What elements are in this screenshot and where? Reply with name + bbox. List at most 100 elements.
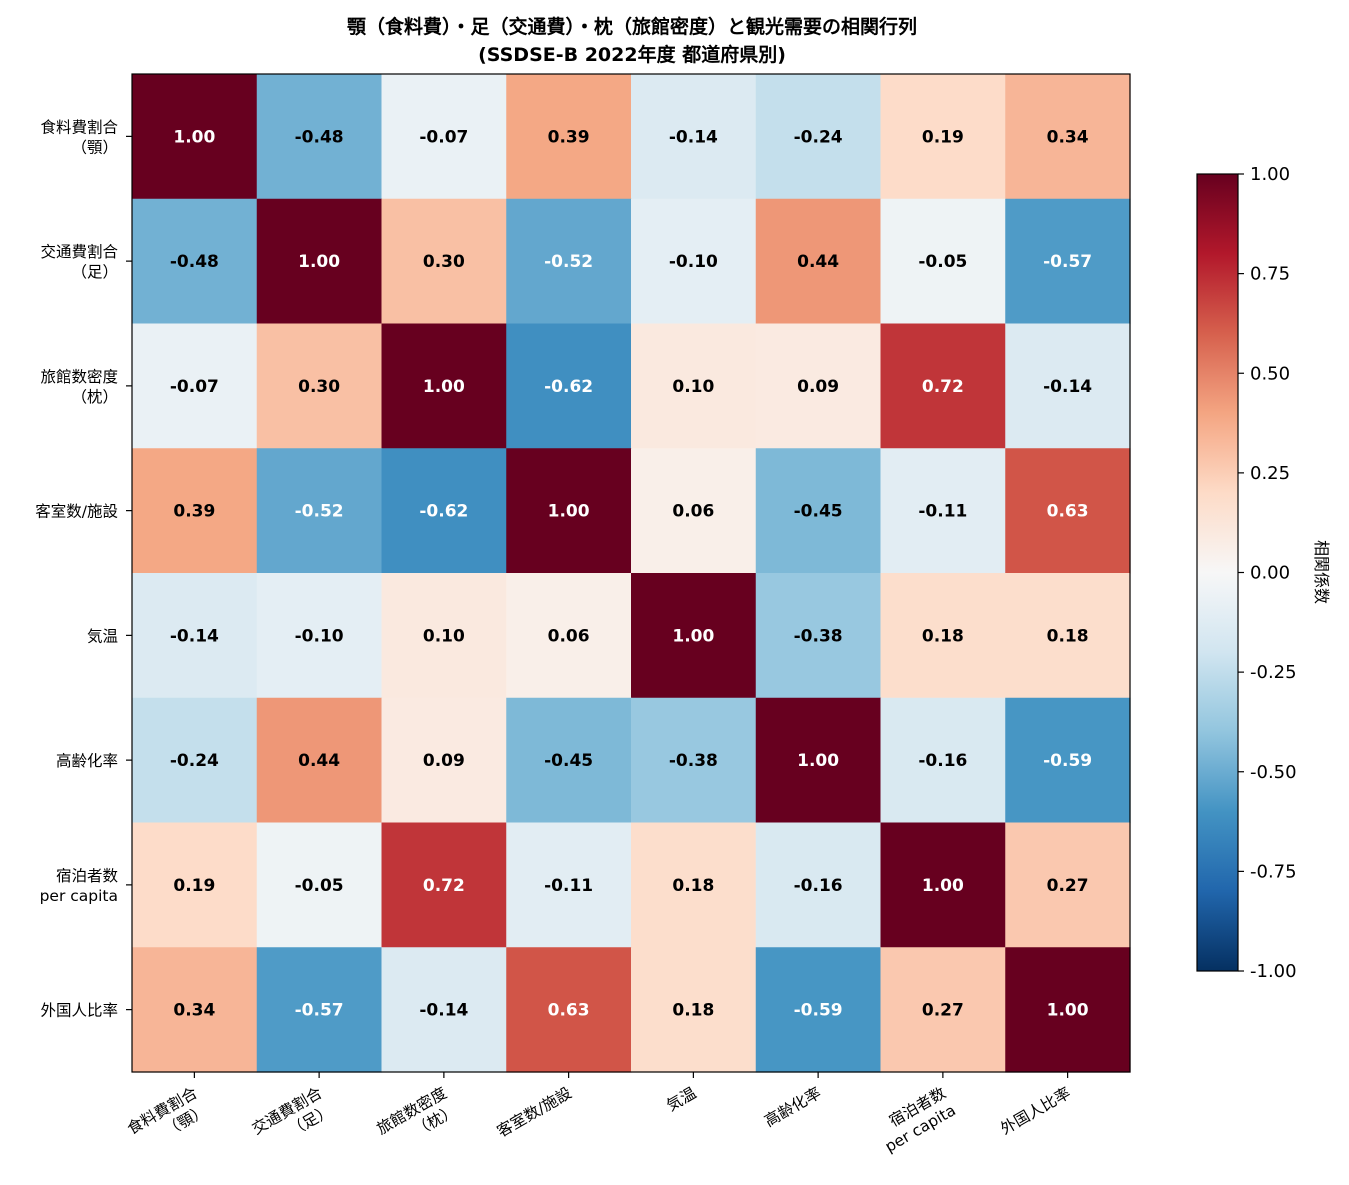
cell-value-label: -0.57 [1043,252,1092,272]
cell-value-label: -0.59 [794,1001,843,1021]
cell-value-label: 1.00 [423,377,465,397]
heatmap-cell [755,947,882,1073]
cell-value-label: -0.07 [170,377,219,397]
colorbar-tick-label: 0.00 [1250,563,1290,584]
heatmap-cell [1005,573,1131,699]
heatmap-cell [256,822,383,948]
heatmap-cell [381,198,507,325]
heatmap-cell [1005,448,1131,574]
heatmap-cell [256,323,383,449]
colorbar-tick-label: -0.25 [1250,662,1297,683]
heatmap-cell [506,74,632,200]
x-tick-label: 高齢化率 [761,1084,824,1131]
colorbar-tick-label: 0.50 [1250,363,1290,384]
cell-value-label: 0.72 [423,876,465,896]
heatmap-cell [880,74,1006,200]
cell-value-label: -0.16 [794,876,843,896]
heatmap-cell [631,198,757,325]
heatmap-cell [880,323,1006,449]
x-tick-label: 食料費割合（顎） [124,1084,211,1156]
cell-value-label: 1.00 [173,127,215,147]
heatmap-cell [755,74,882,200]
cell-value-label: 1.00 [298,252,340,272]
cell-value-label: -0.38 [794,626,843,646]
cell-value-label: -0.24 [170,751,219,771]
cell-value-label: 1.00 [922,876,964,896]
heatmap-cell [880,697,1006,824]
cell-value-label: -0.07 [419,127,468,147]
cell-value-label: -0.10 [295,626,344,646]
cell-value-label: -0.45 [794,502,843,522]
cell-value-label: 1.00 [797,751,839,771]
colorbar-tick-label: -1.00 [1250,961,1297,982]
cell-value-label: 0.18 [922,626,964,646]
y-tick-label: 宿泊者数 per capita [40,867,119,905]
colorbar-gradient [1196,173,1239,972]
heatmap-cell [132,448,258,574]
cell-value-label: -0.14 [170,626,219,646]
heatmap-cell [256,448,383,574]
cell-value-label: 0.10 [423,626,465,646]
colorbar-tick-label: 1.00 [1250,164,1290,185]
cell-value-label: 1.00 [672,626,714,646]
cell-value-label: -0.52 [544,252,593,272]
y-tick-label: 外国人比率 [40,1002,118,1020]
plot-frame [131,73,1131,1073]
heatmap-cell [256,74,383,200]
cell-value-label: -0.14 [669,127,718,147]
heatmap-cell [506,448,632,574]
cell-value-label: 0.19 [173,876,215,896]
heatmap-cell [132,74,258,200]
cell-value-label: -0.59 [1043,751,1092,771]
heatmap-cell [381,697,507,824]
heatmap-cell [506,198,632,325]
y-tick-label: 客室数/施設 [35,503,118,521]
heatmap-cell [1005,697,1131,824]
heatmap-cell [755,198,882,325]
heatmap-cell-labels: 1.00 -0.48 -0.07 0.39 -0.14 -0.24 0.19 0.34 -0.4… [170,127,1092,1020]
cell-value-label: -0.48 [170,252,219,272]
heatmap-cell [381,448,507,574]
cell-value-label: 0.18 [672,876,714,896]
cell-value-label: 0.19 [922,127,964,147]
heatmap-cell [132,947,258,1073]
colorbar-tick-label: -0.50 [1250,762,1297,783]
heatmap-cell [755,323,882,449]
heatmap-cell [506,573,632,699]
x-tick-label: 外国人比率 [997,1084,1073,1138]
heatmap-cell [631,573,757,699]
cell-value-label: 0.34 [173,1001,215,1021]
colorbar-tick-label: 0.25 [1250,463,1290,484]
heatmap-cell [506,697,632,824]
x-tick-label: 宿泊者数per capita [872,1084,959,1156]
heatmap-cell [132,573,258,699]
heatmap-cell [256,198,383,325]
cell-value-label: 1.00 [548,502,590,522]
cell-value-label: 0.39 [173,502,215,522]
cell-value-label: 0.06 [548,626,590,646]
heatmap-cells [132,74,1131,1073]
heatmap-cell [132,697,258,824]
heatmap-cell [506,822,632,948]
x-tick-label: 旅館数密度（枕） [374,1084,460,1156]
heatmap-cell [506,947,632,1073]
cell-value-label: 0.72 [922,377,964,397]
cell-value-label: 0.34 [1047,127,1089,147]
cell-value-label: 0.44 [797,252,839,272]
cell-value-label: -0.11 [544,876,593,896]
colorbar-tick-label: 0.75 [1250,264,1290,285]
heatmap-cell [631,323,757,449]
colorbar: 1.00 0.75 0.50 0.25 0.00 -0.25 -0.50 -0.75 -1.00… [1196,164,1331,982]
cell-value-label: -0.48 [295,127,344,147]
cell-value-label: 0.27 [922,1001,964,1021]
cell-value-label: -0.14 [419,1001,468,1021]
chart-subtitle: (SSDSE-B 2022年度 都道府県別) [478,43,786,66]
cell-value-label: -0.10 [669,252,718,272]
heatmap-cell [1005,947,1131,1073]
heatmap-cell [1005,822,1131,948]
heatmap-cell [631,697,757,824]
cell-value-label: 0.10 [672,377,714,397]
cell-value-label: -0.52 [295,502,344,522]
cell-value-label: -0.05 [918,252,967,272]
